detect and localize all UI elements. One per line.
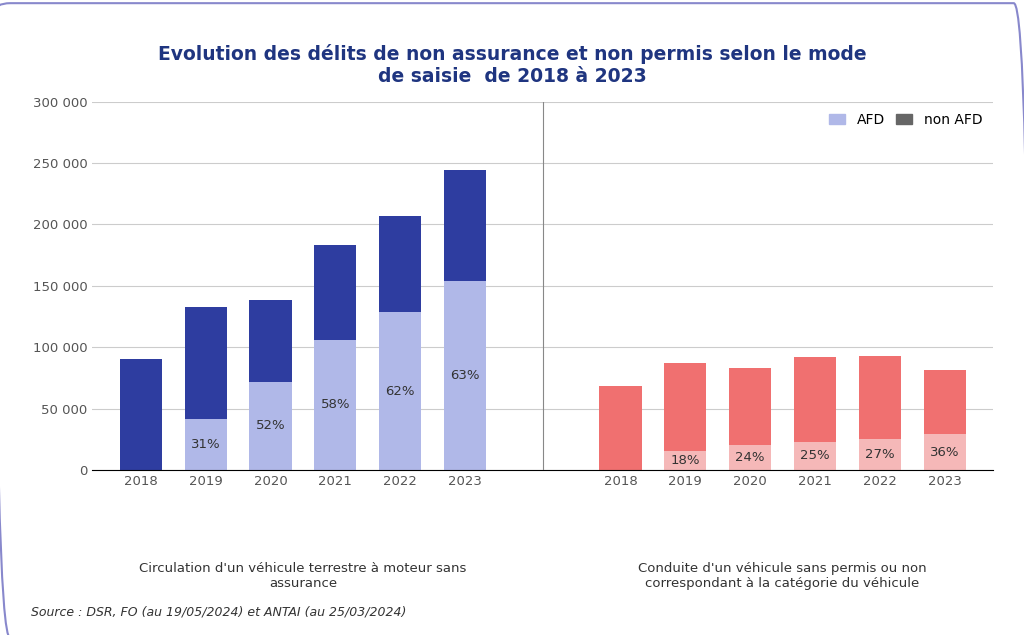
Bar (250, 300, 292, 382)
Bar (859, 356, 901, 439)
Text: Source : DSR, FO (au 19/05/2024) et ANTAI (au 25/03/2024): Source : DSR, FO (au 19/05/2024) et ANTA… (31, 606, 407, 619)
Text: 24%: 24% (735, 451, 765, 464)
Bar (794, 442, 836, 470)
Bar (924, 434, 966, 470)
Text: 58%: 58% (321, 398, 350, 411)
Text: 36%: 36% (930, 446, 959, 458)
Bar (250, 382, 292, 470)
Text: 25%: 25% (800, 450, 829, 462)
Bar (599, 387, 642, 470)
Bar (924, 370, 966, 434)
Bar (184, 307, 226, 419)
Bar (729, 445, 771, 470)
Bar (120, 359, 162, 470)
Legend: AFD, non AFD: AFD, non AFD (824, 109, 986, 131)
Text: 18%: 18% (671, 454, 700, 467)
Text: 31%: 31% (190, 438, 220, 451)
Bar (665, 451, 707, 470)
Bar (794, 357, 836, 442)
Text: Evolution des délits de non assurance et non permis selon le mode
de saisie  de : Evolution des délits de non assurance et… (158, 44, 866, 86)
Bar (314, 245, 356, 340)
Bar (314, 340, 356, 470)
Text: Conduite d'un véhicule sans permis ou non
correspondant à la catégorie du véhicu: Conduite d'un véhicule sans permis ou no… (638, 562, 927, 590)
Bar (859, 439, 901, 470)
Text: 27%: 27% (865, 448, 895, 461)
Text: 62%: 62% (385, 385, 415, 398)
Text: 52%: 52% (256, 419, 286, 432)
Bar (729, 368, 771, 445)
Text: Circulation d'un véhicule terrestre à moteur sans
assurance: Circulation d'un véhicule terrestre à mo… (139, 562, 467, 590)
Bar (184, 419, 226, 470)
Bar (379, 312, 421, 470)
Bar (665, 363, 707, 451)
Text: 63%: 63% (451, 369, 479, 382)
Bar (443, 170, 486, 281)
Bar (379, 216, 421, 312)
Bar (443, 281, 486, 470)
